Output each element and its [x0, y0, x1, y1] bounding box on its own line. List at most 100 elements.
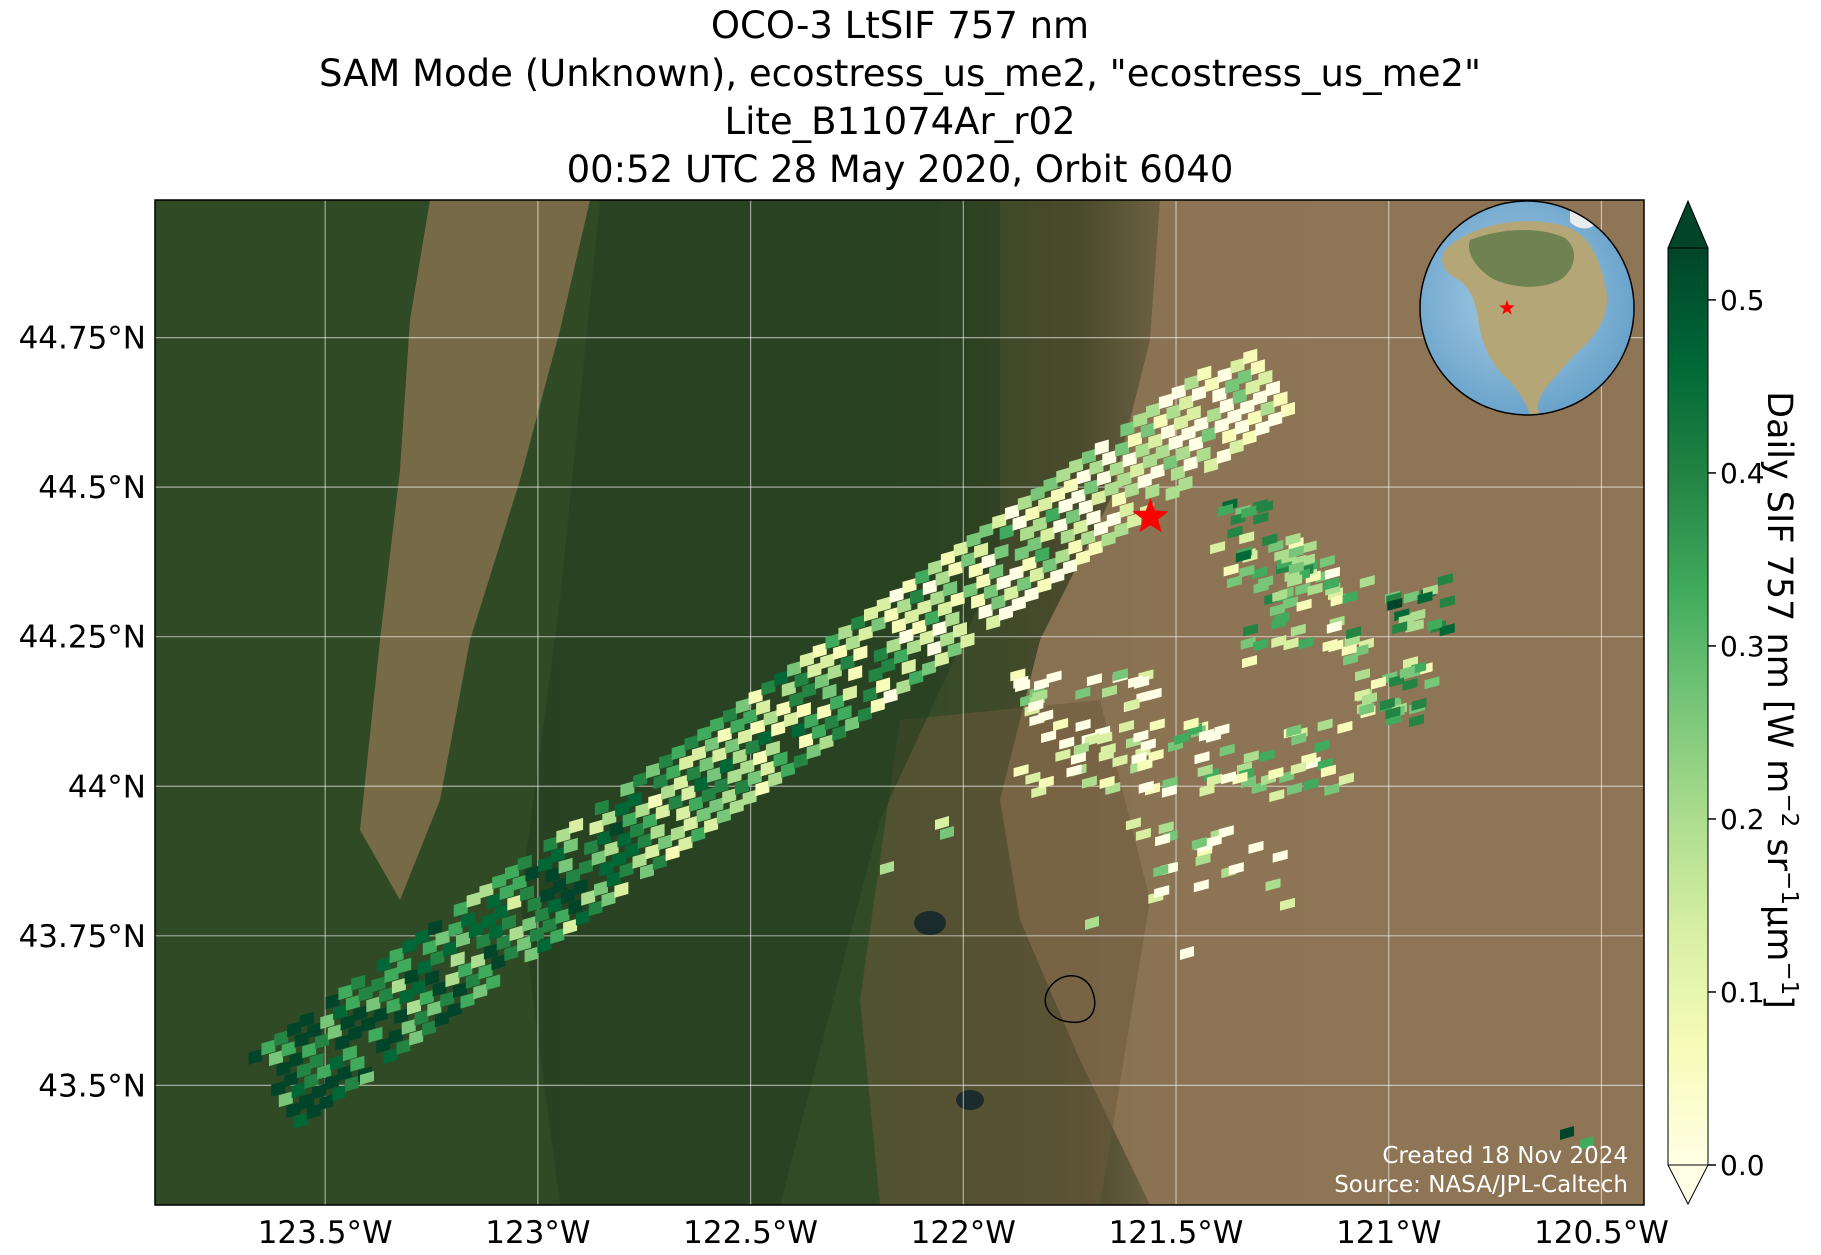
- sif-footprint: [1403, 590, 1419, 604]
- sif-footprint: [479, 882, 494, 899]
- sif-footprint: [661, 783, 676, 800]
- sif-footprint: [697, 725, 712, 742]
- sif-footprint: [1146, 402, 1160, 419]
- sif-footprint: [1192, 385, 1206, 402]
- sif-footprint: [960, 632, 975, 649]
- sif-footprint: [763, 710, 778, 726]
- sif-footprint: [1269, 603, 1285, 617]
- sif-footprint: [1127, 512, 1142, 529]
- sif-footprint: [1580, 1136, 1594, 1150]
- sif-footprint: [1038, 775, 1054, 789]
- sif-footprint: [486, 974, 501, 991]
- sif-footprint: [1228, 862, 1244, 876]
- figure-title: OCO-3 LtSIF 757 nm SAM Mode (Unknown), e…: [0, 2, 1800, 194]
- sif-footprint: [379, 986, 394, 1003]
- sif-footprint: [432, 980, 447, 997]
- sif-footprint: [612, 851, 627, 868]
- sif-footprint: [1068, 538, 1083, 555]
- title-line-1: OCO-3 LtSIF 757 nm: [710, 4, 1090, 47]
- sif-footprint: [409, 1029, 424, 1046]
- sif-footprint: [1176, 445, 1191, 462]
- sif-footprint: [1410, 608, 1426, 622]
- sif-footprint: [1230, 357, 1245, 374]
- sif-footprint: [940, 550, 955, 567]
- sif-footprint: [838, 624, 853, 641]
- sif-footprint: [842, 685, 857, 702]
- sif-footprint: [1186, 405, 1201, 422]
- x-tick-label: 123°W: [485, 1215, 590, 1251]
- sif-footprint: [1199, 783, 1215, 797]
- sif-footprint: [274, 1030, 289, 1047]
- sif-footprint: [1241, 505, 1257, 519]
- sif-footprint: [1191, 836, 1207, 850]
- sif-footprint: [1075, 686, 1091, 700]
- sif-footprint: [1283, 596, 1299, 610]
- sif-footprint: [742, 789, 757, 806]
- sif-footprint: [563, 837, 578, 854]
- sif-footprint: [799, 651, 814, 668]
- sif-footprint: [968, 562, 983, 579]
- sif-footprint: [1154, 885, 1170, 899]
- sif-footprint: [691, 826, 706, 843]
- sif-footprint: [1362, 692, 1377, 706]
- sif-footprint: [1319, 555, 1335, 568]
- sif-footprint: [692, 745, 706, 762]
- sif-footprint: [1037, 577, 1052, 594]
- sif-footprint: [388, 1028, 403, 1045]
- sif-footprint: [1298, 636, 1314, 650]
- sif-footprint: [1560, 1126, 1574, 1140]
- sif-footprint: [445, 971, 460, 988]
- sif-footprint: [1004, 585, 1019, 602]
- sif-footprint: [578, 859, 593, 876]
- sif-footprint: [953, 541, 968, 557]
- sif-footprint: [961, 551, 976, 568]
- sif-footprint: [1011, 595, 1026, 612]
- sif-footprint: [989, 563, 1004, 580]
- sif-footprint: [1183, 455, 1198, 472]
- sif-footprint: [1206, 773, 1222, 787]
- sif-footprint: [422, 1020, 437, 1037]
- sif-footprint: [925, 609, 940, 626]
- sif-footprint: [1194, 416, 1209, 433]
- sif-footprint: [1017, 575, 1032, 592]
- sif-footprint: [1138, 780, 1154, 794]
- sif-footprint: [1303, 777, 1319, 791]
- title-line-3: Lite_B11074Ar_r02: [724, 100, 1076, 143]
- sif-footprint: [1219, 397, 1234, 414]
- sif-footprint: [1439, 595, 1455, 609]
- sif-footprint: [1161, 423, 1176, 440]
- y-tick-label: 44.75°N: [19, 321, 146, 357]
- sif-footprint: [599, 860, 614, 877]
- sif-footprint: [1158, 821, 1174, 835]
- sif-footprint: [1265, 380, 1280, 397]
- sif-footprint: [1206, 834, 1222, 848]
- sif-footprint: [1385, 706, 1401, 720]
- sif-footprint: [1027, 536, 1042, 553]
- sif-footprint: [1149, 718, 1165, 732]
- sif-footprint: [550, 928, 565, 944]
- sif-footprint: [986, 614, 1001, 631]
- sif-footprint: [1338, 772, 1354, 786]
- sif-footprint: [614, 881, 629, 898]
- sif-footprint: [991, 594, 1006, 611]
- sif-footprint: [912, 619, 927, 636]
- sif-footprint: [548, 897, 562, 914]
- sif-footprint: [935, 816, 949, 830]
- sif-footprint: [1058, 497, 1073, 514]
- sif-footprint: [1265, 878, 1281, 892]
- sif-footprint: [1324, 783, 1340, 796]
- sif-footprint: [709, 797, 724, 814]
- sif-footprint: [560, 888, 575, 905]
- sif-footprint: [1053, 517, 1068, 534]
- sif-footprint: [1124, 482, 1139, 499]
- sif-footprint: [789, 691, 804, 708]
- sif-footprint: [1043, 476, 1058, 493]
- sif-footprint: [566, 868, 581, 885]
- sif-footprint: [907, 639, 921, 655]
- sif-footprint: [676, 805, 691, 822]
- sif-footprint: [529, 926, 544, 943]
- sif-footprint: [922, 660, 937, 677]
- lake: [956, 1090, 984, 1110]
- sif-footprint: [1041, 730, 1057, 743]
- sif-footprint: [1059, 736, 1075, 750]
